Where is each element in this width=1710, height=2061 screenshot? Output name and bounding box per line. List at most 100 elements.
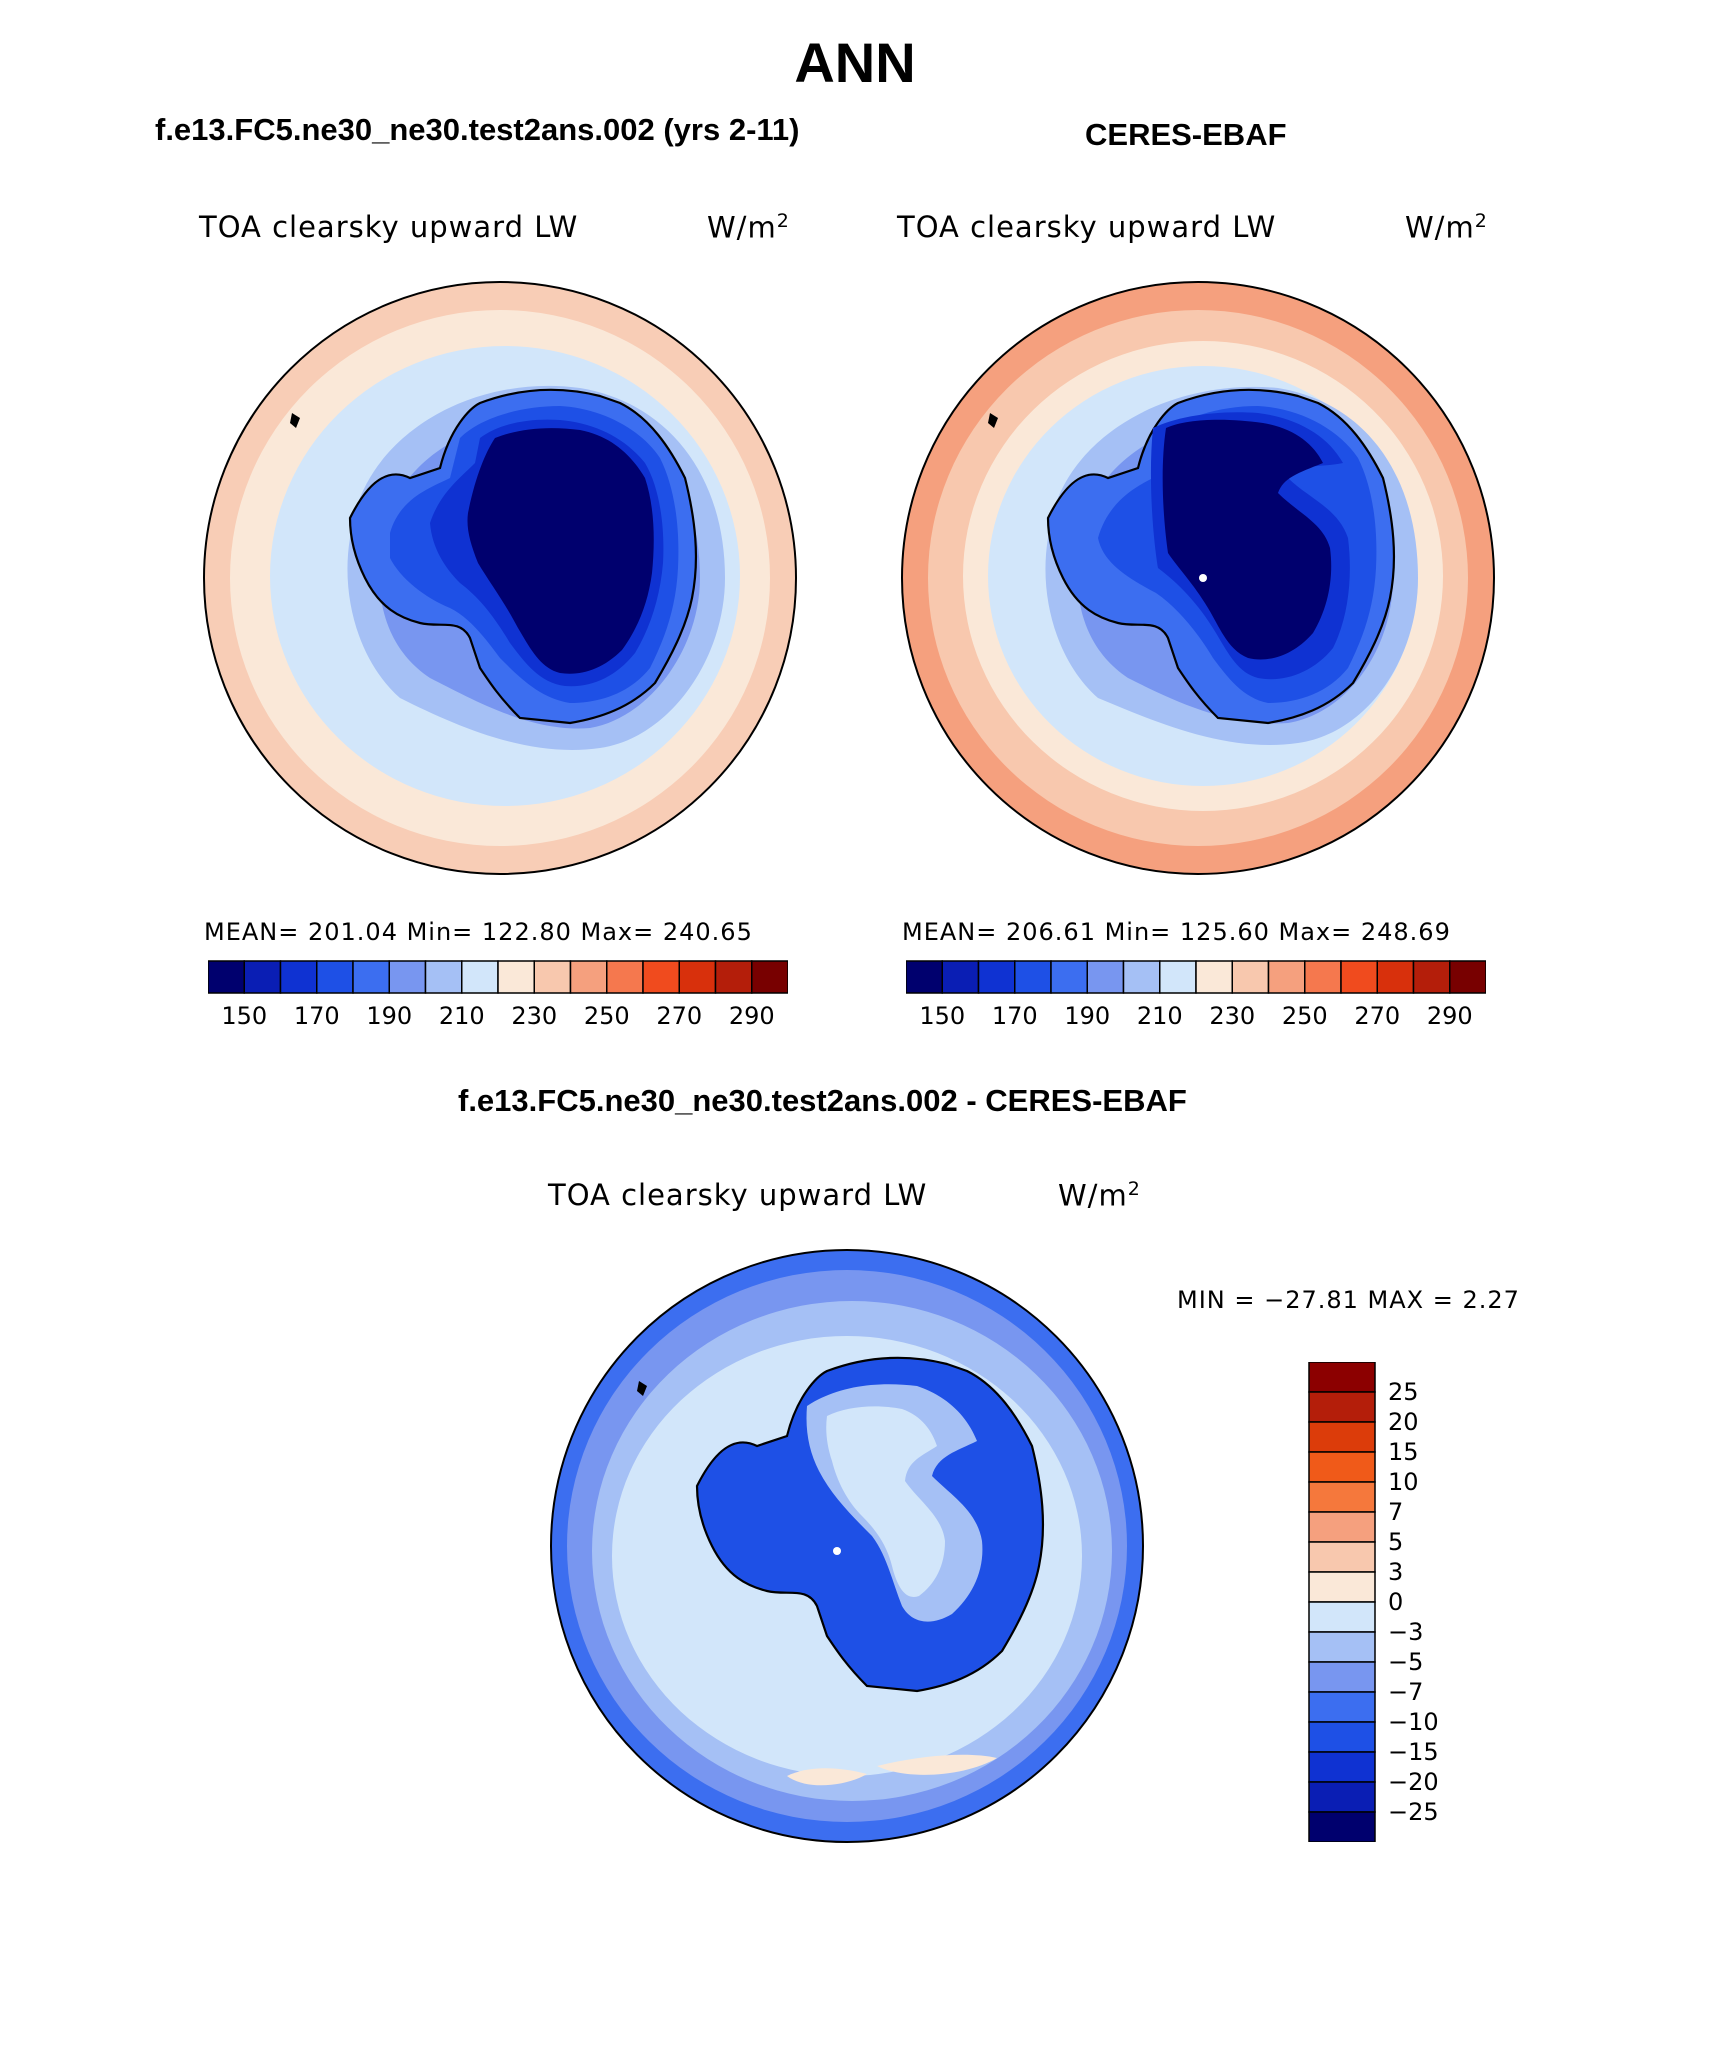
diff-colorbar-tick-label: 25 bbox=[1388, 1378, 1419, 1406]
diff-colorbar-box bbox=[1308, 1481, 1376, 1513]
model-colorbar-box bbox=[388, 960, 427, 994]
obs-colorbar bbox=[906, 960, 1486, 994]
diff-colorbar-box bbox=[1308, 1751, 1376, 1783]
model-colorbar bbox=[208, 960, 788, 994]
diff-colorbar-tick-label: −15 bbox=[1388, 1738, 1439, 1766]
obs-colorbar-box bbox=[1231, 960, 1270, 994]
model-colorbar-tick-label: 250 bbox=[583, 1002, 630, 1030]
obs-colorbar-tick-label: 250 bbox=[1281, 1002, 1328, 1030]
obs-panel-title: CERES-EBAF bbox=[1085, 117, 1287, 152]
obs-colorbar-tick-label: 290 bbox=[1426, 1002, 1473, 1030]
diff-variable-label: TOA clearsky upward LW bbox=[548, 1178, 928, 1212]
obs-colorbar-box bbox=[1122, 960, 1161, 994]
model-colorbar-box bbox=[642, 960, 680, 994]
model-colorbar-box bbox=[678, 960, 717, 994]
model-colorbar-box bbox=[461, 960, 499, 994]
diff-colorbar-tick-label: 15 bbox=[1388, 1438, 1419, 1466]
diff-polar-map bbox=[550, 1249, 1144, 1843]
obs-colorbar-tick-label: 150 bbox=[919, 1002, 966, 1030]
model-colorbar-box bbox=[208, 960, 245, 994]
diff-colorbar bbox=[1308, 1362, 1376, 1842]
model-colorbar-box bbox=[279, 960, 318, 994]
diff-colorbar-tick-label: −25 bbox=[1388, 1798, 1439, 1826]
diff-panel-title: f.e13.FC5.ne30_ne30.test2ans.002 - CERES… bbox=[458, 1083, 1187, 1118]
obs-colorbar-box bbox=[977, 960, 1016, 994]
diff-colorbar-box bbox=[1308, 1721, 1376, 1753]
obs-units-label: W/m2 bbox=[1405, 210, 1488, 245]
model-units-label: W/m2 bbox=[707, 210, 790, 245]
obs-colorbar-box bbox=[1412, 960, 1451, 994]
obs-colorbar-box bbox=[1340, 960, 1378, 994]
model-colorbar-box bbox=[497, 960, 535, 994]
diff-colorbar-tick-label: 20 bbox=[1388, 1408, 1419, 1436]
obs-colorbar-box bbox=[906, 960, 943, 994]
obs-colorbar-box bbox=[1304, 960, 1342, 994]
obs-colorbar-tick-label: 190 bbox=[1064, 1002, 1111, 1030]
diff-colorbar-box bbox=[1308, 1661, 1376, 1693]
obs-stats: MEAN= 206.61 Min= 125.60 Max= 248.69 bbox=[902, 918, 1451, 946]
diff-colorbar-box bbox=[1308, 1541, 1376, 1573]
obs-colorbar-tick-label: 230 bbox=[1209, 1002, 1256, 1030]
diff-colorbar-box bbox=[1308, 1421, 1376, 1453]
diff-units-label: W/m2 bbox=[1058, 1178, 1141, 1213]
obs-variable-label: TOA clearsky upward LW bbox=[897, 210, 1277, 244]
diff-colorbar-box bbox=[1308, 1601, 1376, 1633]
diff-colorbar-tick-label: −5 bbox=[1388, 1648, 1424, 1676]
model-colorbar-tick-label: 230 bbox=[511, 1002, 558, 1030]
model-colorbar-box bbox=[714, 960, 753, 994]
diff-colorbar-box bbox=[1308, 1391, 1376, 1423]
diff-colorbar-tick-label: −7 bbox=[1388, 1678, 1424, 1706]
model-colorbar-ticks: 150 170 190 210 230 250 270 290 bbox=[208, 1002, 788, 1032]
diff-stats: MIN = −27.81 MAX = 2.27 bbox=[1177, 1286, 1520, 1314]
diff-colorbar-tick-label: 7 bbox=[1388, 1498, 1404, 1526]
model-colorbar-box bbox=[606, 960, 644, 994]
obs-colorbar-ticks: 150 170 190 210 230 250 270 290 bbox=[906, 1002, 1486, 1032]
model-colorbar-tick-label: 190 bbox=[366, 1002, 413, 1030]
obs-colorbar-box bbox=[1195, 960, 1233, 994]
model-colorbar-tick-label: 210 bbox=[438, 1002, 485, 1030]
diff-colorbar-ticks: 25 20 15 10 7 5 3 0 −3 −5 −7 −10 −15 −20 −25 bbox=[1388, 1362, 1468, 1842]
obs-colorbar-tick-label: 270 bbox=[1354, 1002, 1401, 1030]
obs-colorbar-box bbox=[1014, 960, 1052, 994]
diff-colorbar-box bbox=[1308, 1691, 1376, 1723]
model-colorbar-box bbox=[352, 960, 390, 994]
diff-colorbar-box bbox=[1308, 1631, 1376, 1663]
model-colorbar-box bbox=[533, 960, 572, 994]
diff-colorbar-tick-label: 0 bbox=[1388, 1588, 1404, 1616]
model-panel-title: f.e13.FC5.ne30_ne30.test2ans.002 (yrs 2-… bbox=[155, 112, 800, 147]
diff-colorbar-box bbox=[1308, 1811, 1376, 1842]
figure-title: ANN bbox=[794, 31, 916, 94]
model-stats: MEAN= 201.04 Min= 122.80 Max= 240.65 bbox=[204, 918, 753, 946]
model-colorbar-tick-label: 150 bbox=[221, 1002, 268, 1030]
obs-colorbar-box bbox=[1159, 960, 1197, 994]
model-colorbar-box bbox=[424, 960, 463, 994]
model-colorbar-box bbox=[751, 960, 788, 994]
obs-colorbar-box bbox=[1267, 960, 1306, 994]
model-colorbar-box bbox=[316, 960, 354, 994]
diff-colorbar-box bbox=[1308, 1781, 1376, 1813]
obs-colorbar-box bbox=[1449, 960, 1486, 994]
diff-colorbar-box bbox=[1308, 1362, 1376, 1393]
obs-polar-map bbox=[901, 281, 1495, 875]
model-colorbar-tick-label: 170 bbox=[293, 1002, 340, 1030]
obs-colorbar-box bbox=[941, 960, 980, 994]
diff-colorbar-tick-label: 5 bbox=[1388, 1528, 1404, 1556]
diff-colorbar-box bbox=[1308, 1511, 1376, 1543]
model-polar-map bbox=[203, 281, 797, 875]
model-variable-label: TOA clearsky upward LW bbox=[199, 210, 579, 244]
diff-colorbar-tick-label: −20 bbox=[1388, 1768, 1439, 1796]
model-colorbar-box bbox=[243, 960, 282, 994]
diff-colorbar-tick-label: −3 bbox=[1388, 1618, 1424, 1646]
diff-colorbar-tick-label: 10 bbox=[1388, 1468, 1419, 1496]
obs-colorbar-box bbox=[1376, 960, 1415, 994]
model-colorbar-tick-label: 290 bbox=[728, 1002, 775, 1030]
diff-colorbar-box bbox=[1308, 1571, 1376, 1603]
model-colorbar-box bbox=[569, 960, 608, 994]
obs-colorbar-box bbox=[1050, 960, 1088, 994]
diff-colorbar-tick-label: 3 bbox=[1388, 1558, 1404, 1586]
model-colorbar-tick-label: 270 bbox=[656, 1002, 703, 1030]
obs-colorbar-tick-label: 170 bbox=[991, 1002, 1038, 1030]
diff-colorbar-tick-label: −10 bbox=[1388, 1708, 1439, 1736]
diff-colorbar-box bbox=[1308, 1451, 1376, 1483]
obs-colorbar-tick-label: 210 bbox=[1136, 1002, 1183, 1030]
